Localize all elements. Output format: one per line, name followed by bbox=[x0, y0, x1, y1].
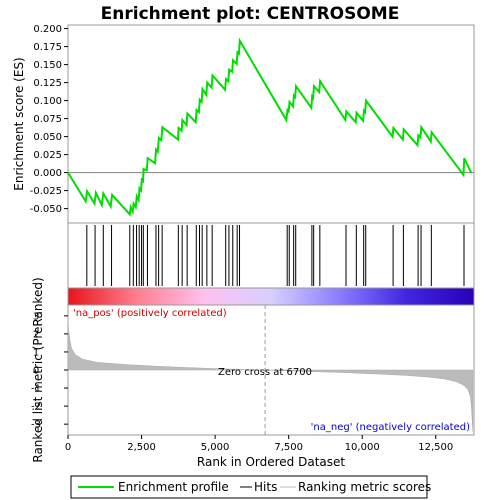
es-y-tick-label: 0.025 bbox=[33, 150, 62, 161]
x-tick-label: 0 bbox=[65, 442, 71, 453]
es-y-tick-label: 0.125 bbox=[33, 78, 62, 89]
es-y-tick-label: -0.025 bbox=[30, 186, 62, 197]
es-y-tick-label: 0.075 bbox=[33, 114, 62, 125]
es-panel-frame bbox=[67, 24, 475, 224]
metric-y-tick-label: 1 bbox=[33, 347, 39, 358]
es-y-tick-label: -0.050 bbox=[30, 204, 62, 215]
es-y-tick-label: 0.175 bbox=[33, 42, 62, 53]
rank-color-bar bbox=[67, 287, 475, 306]
es-y-tick-label: 0.000 bbox=[33, 168, 62, 179]
x-tick-label: 7,500 bbox=[274, 442, 303, 453]
metric-y-axis-label: Ranked list metric (PreRanked) bbox=[31, 277, 45, 462]
x-axis-label: Rank in Ordered Dataset bbox=[197, 455, 345, 469]
legend-enrichment-label: Enrichment profile bbox=[118, 480, 229, 494]
es-y-axis: -0.050 -0.025 0.000 0.025 0.050 0.075 0.100 0.1… bbox=[30, 24, 68, 215]
metric-y-axis: 3 2 1 0 -1 -2 -3 bbox=[31, 311, 68, 431]
x-axis: 0 2,500 5,000 7,500 10,000 12,500 bbox=[65, 435, 453, 453]
pos-correlated-label: 'na_pos' (positively correlated) bbox=[73, 308, 227, 319]
chart-title: Enrichment plot: CENTROSOME bbox=[101, 4, 400, 24]
x-tick-label: 10,000 bbox=[345, 442, 380, 453]
es-y-tick-label: 0.050 bbox=[33, 132, 62, 143]
es-y-tick-label: 0.100 bbox=[33, 96, 62, 107]
metric-y-tick-label: -1 bbox=[31, 384, 41, 395]
metric-y-tick-label: 3 bbox=[33, 311, 39, 322]
legend-metric-label: Ranking metric scores bbox=[298, 480, 431, 494]
neg-correlated-label: 'na_neg' (negatively correlated) bbox=[311, 422, 470, 433]
es-y-axis-label: Enrichment score (ES) bbox=[12, 57, 26, 190]
ranking-metric-area bbox=[67, 315, 474, 432]
hits-panel-frame bbox=[67, 222, 475, 289]
legend-hits-label: Hits bbox=[254, 480, 277, 494]
enrichment-profile-line bbox=[67, 37, 473, 217]
es-y-tick-label: 0.150 bbox=[33, 60, 62, 71]
zero-cross-label: Zero cross at 6700 bbox=[218, 367, 312, 378]
hits-marks bbox=[86, 225, 465, 286]
metric-y-tick-label: -3 bbox=[31, 420, 41, 431]
metric-y-tick-label: -2 bbox=[31, 402, 41, 413]
es-y-tick-label: 0.200 bbox=[33, 24, 62, 35]
x-tick-label: 2,500 bbox=[127, 442, 156, 453]
metric-y-tick-label: 2 bbox=[33, 329, 39, 340]
metric-y-tick-label: 0 bbox=[33, 366, 39, 377]
x-tick-label: 12,500 bbox=[418, 442, 453, 453]
x-tick-label: 5,000 bbox=[201, 442, 230, 453]
